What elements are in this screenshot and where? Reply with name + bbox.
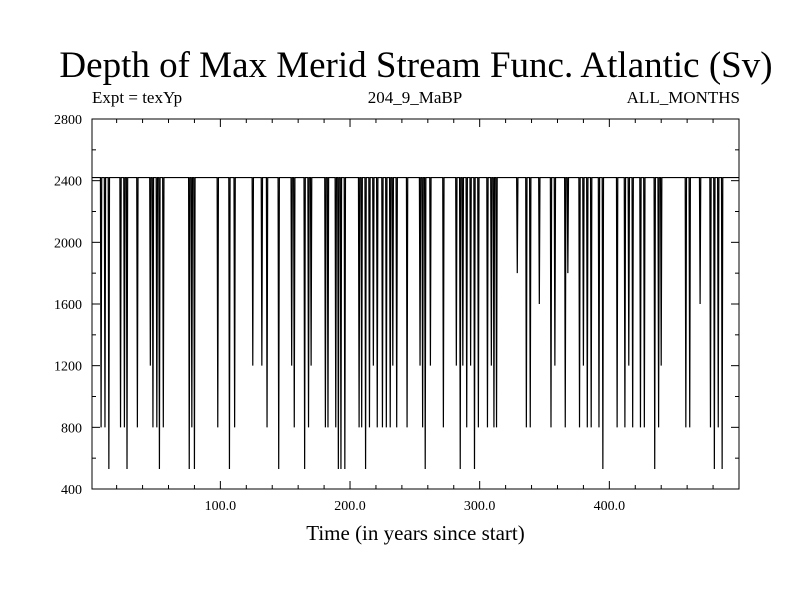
y-tick-label: 2400 bbox=[54, 175, 82, 190]
y-tick-label: 2000 bbox=[54, 236, 82, 251]
months-label: ALL_MONTHS bbox=[626, 88, 740, 107]
axis-tick-labels: 100.0 200.0 300.0 400.0 400 800 1200 1600 2000 24… bbox=[54, 113, 625, 514]
x-axis-label: Time (in years since start) bbox=[306, 521, 525, 545]
x-tick-label: 400.0 bbox=[594, 499, 626, 514]
run-label: 204_9_MaBP bbox=[367, 88, 463, 107]
y-tick-label: 1200 bbox=[54, 360, 82, 375]
y-tick-label: 2800 bbox=[54, 113, 82, 128]
series-group bbox=[92, 176, 739, 469]
y-tick-label: 1600 bbox=[54, 298, 82, 313]
experiment-label: Expt = texYp bbox=[92, 88, 183, 107]
y-tick-label: 800 bbox=[61, 421, 82, 436]
axis-ticks bbox=[92, 118, 739, 490]
chart-title: Depth of Max Merid Stream Func. Atlantic… bbox=[59, 45, 773, 86]
series-line bbox=[92, 176, 739, 469]
x-tick-label: 300.0 bbox=[464, 499, 496, 514]
x-tick-label: 100.0 bbox=[205, 499, 237, 514]
y-tick-label: 400 bbox=[61, 483, 82, 498]
x-tick-label: 200.0 bbox=[334, 499, 366, 514]
